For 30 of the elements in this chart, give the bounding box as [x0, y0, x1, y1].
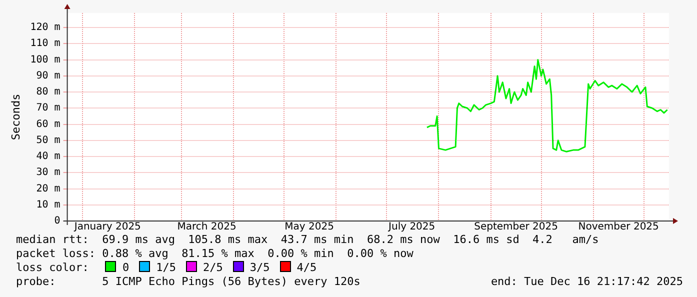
- y-tick-label: 80 m: [36, 86, 60, 98]
- x-tick-label: September 2025: [474, 222, 558, 233]
- y-tick-label: 10 m: [36, 199, 60, 210]
- y-axis-title: Seconds: [9, 94, 22, 140]
- y-tick-label: 100 m: [30, 54, 60, 66]
- x-tick-label: January 2025: [73, 222, 141, 233]
- x-tick-label: November 2025: [578, 222, 659, 233]
- y-tick-label: 50 m: [36, 134, 60, 146]
- legend-label: 4/5: [296, 261, 317, 274]
- legend-label: 1/5: [156, 261, 176, 274]
- x-tick-label: March 2025: [177, 222, 236, 233]
- legend-label: 0: [122, 261, 130, 274]
- legend-title: loss color:: [16, 261, 89, 274]
- y-tick-label: 60 m: [36, 118, 60, 130]
- text: packet loss: 0.88 % avg 81.15 % max 0.00 % min 0.00 % now: [15, 247, 414, 261]
- legend-label: 3/5: [250, 261, 270, 274]
- legend-label: 2/5: [202, 261, 223, 274]
- y-tick-label: 30 m: [36, 167, 60, 178]
- x-tick-label: May 2025: [284, 222, 334, 233]
- x-tick-label: July 2025: [388, 222, 436, 233]
- text: median rtt: 69.9 ms avg 105.8 ms max 43.7 ms min 68.2 ms now 16.6 ms sd 4.2 am/s: [15, 233, 600, 247]
- y-tick-label: 70 m: [36, 102, 60, 114]
- y-tick-label: 20 m: [36, 183, 60, 194]
- y-tick-label: 0: [54, 216, 60, 227]
- text: end: Tue Dec 16 21:17:42 2025: [490, 275, 683, 289]
- y-tick-label: 90 m: [36, 70, 60, 82]
- y-tick-label: 40 m: [36, 151, 60, 162]
- text: probe: 5 ICMP Echo Pings (56 Bytes) every 120s: [16, 275, 360, 289]
- y-tick-label: 110 m: [30, 38, 60, 50]
- y-tick-label: 120 m: [30, 22, 60, 34]
